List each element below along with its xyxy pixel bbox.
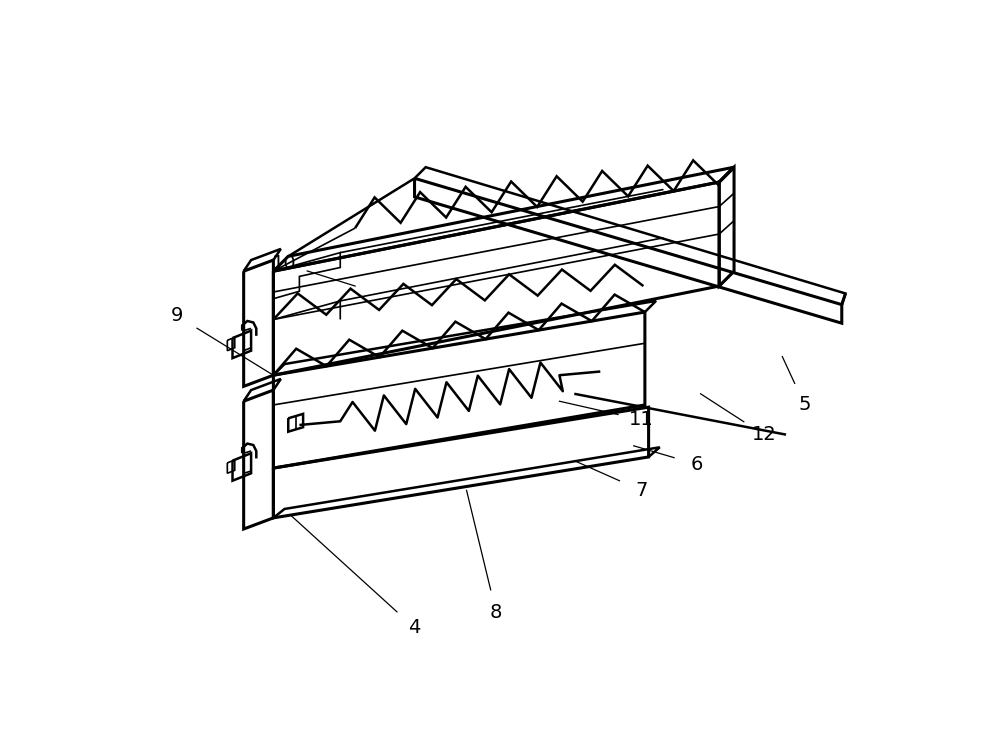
Text: 9: 9 — [171, 306, 183, 325]
Text: 10: 10 — [272, 254, 297, 273]
Text: 12: 12 — [751, 425, 776, 444]
Text: 7: 7 — [635, 481, 647, 500]
Text: 6: 6 — [691, 455, 703, 474]
Text: 8: 8 — [490, 603, 502, 623]
Text: 4: 4 — [408, 618, 421, 637]
Text: 11: 11 — [629, 410, 654, 429]
Text: 5: 5 — [798, 395, 811, 415]
